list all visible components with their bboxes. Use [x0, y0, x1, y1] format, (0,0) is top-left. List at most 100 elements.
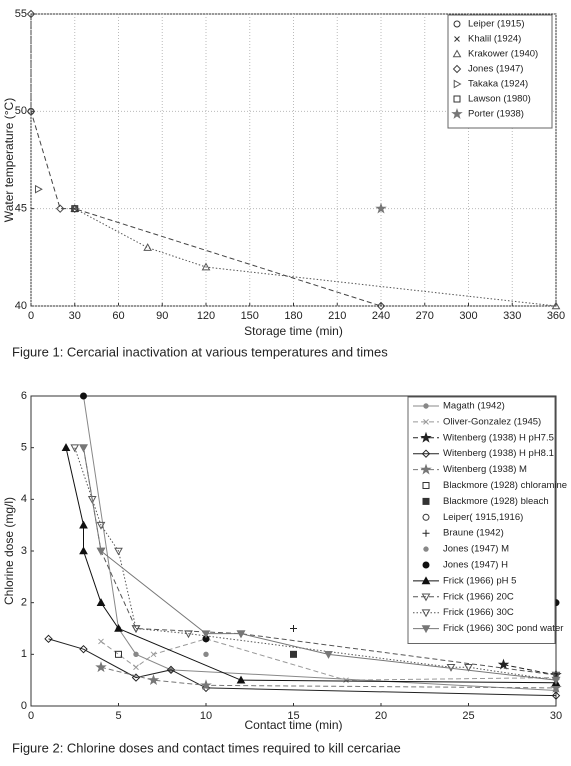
- x-tick-label: 10: [200, 710, 212, 722]
- y-tick-label: 1: [21, 648, 27, 660]
- y-tick-label: 6: [21, 390, 27, 402]
- x-axis-label: Storage time (min): [244, 324, 343, 338]
- y-tick-label: 5: [21, 442, 27, 454]
- marker: [34, 184, 43, 194]
- marker: [133, 651, 139, 658]
- marker: [236, 675, 246, 684]
- x-tick-label: 30: [69, 310, 81, 322]
- legend-marker: [453, 20, 461, 28]
- legend-label: Krakower (1940): [468, 49, 538, 60]
- y-tick-label: 45: [15, 203, 27, 215]
- legend-label: Jones (1947): [468, 64, 523, 75]
- x-tick-label: 60: [112, 310, 124, 322]
- legend-marker: [453, 79, 462, 89]
- caption: Figure 1: Cercarial inactivation at vari…: [12, 344, 388, 359]
- marker: [96, 547, 106, 556]
- series-line: [74, 208, 557, 307]
- y-tick-label: 40: [15, 300, 27, 312]
- legend-label: Witenberg (1938) H pH8.1: [443, 448, 554, 459]
- legend-label: Porter (1938): [468, 109, 524, 120]
- marker: [201, 630, 211, 639]
- marker: [95, 661, 107, 673]
- legend-label: Jones (1947) H: [443, 560, 508, 571]
- legend-marker: [422, 561, 430, 569]
- y-tick-label: 4: [21, 493, 27, 505]
- y-tick-label: 0: [21, 700, 27, 712]
- x-tick-label: 240: [372, 310, 390, 322]
- marker: [79, 546, 88, 555]
- marker: [551, 671, 561, 680]
- x-tick-label: 150: [241, 310, 259, 322]
- marker: [26, 107, 36, 116]
- marker: [79, 520, 88, 529]
- legend-marker: [421, 625, 431, 634]
- marker: [80, 392, 87, 400]
- legend-label: Takaka (1924): [468, 79, 528, 90]
- legend-label: Leiper (1915): [468, 19, 525, 30]
- x-tick-label: 270: [416, 310, 434, 322]
- legend-label: Oliver-Gonzalez (1945): [443, 416, 541, 427]
- legend-marker: [452, 64, 462, 74]
- marker: [115, 650, 122, 658]
- marker: [551, 691, 561, 700]
- series-line: [83, 447, 557, 681]
- legend-label: Witenberg (1938) M: [443, 464, 527, 475]
- marker: [551, 301, 561, 310]
- legend-marker: [423, 419, 429, 425]
- legend-marker: [423, 546, 429, 552]
- caption: Figure 2: Chlorine doses and contact tim…: [12, 740, 401, 755]
- series-line: [74, 447, 557, 681]
- marker: [324, 651, 333, 659]
- legend-marker: [422, 513, 430, 521]
- marker: [79, 444, 88, 453]
- series-line: [30, 14, 382, 307]
- marker: [290, 650, 297, 658]
- legend-label: Lawson (1980): [468, 94, 531, 105]
- chart: 0 30 60 90 120 150 180 210 240 270 300 330 360 40 45 50…: [2, 8, 565, 360]
- x-tick-label: 360: [547, 310, 565, 322]
- x-tick-label: 300: [459, 310, 477, 322]
- series-line: [503, 664, 557, 676]
- y-tick-label: 2: [21, 597, 27, 609]
- marker: [114, 623, 123, 632]
- legend-marker: [451, 107, 463, 119]
- legend-label: Blackmore (1928) chloramine: [443, 480, 567, 491]
- legend-marker: [453, 95, 461, 103]
- series-line: [100, 666, 557, 689]
- legend-label: Magath (1942): [443, 401, 505, 412]
- marker: [150, 651, 157, 658]
- marker: [166, 665, 176, 675]
- y-axis-label: Water temperature (°C): [2, 98, 16, 222]
- marker: [200, 679, 212, 691]
- x-tick-label: 25: [462, 710, 474, 722]
- legend-marker: [422, 497, 430, 505]
- legend-box: [447, 14, 553, 129]
- marker: [131, 673, 141, 682]
- x-tick-label: 330: [503, 310, 521, 322]
- marker: [61, 443, 71, 451]
- marker: [184, 630, 193, 639]
- marker: [98, 638, 104, 645]
- series-line: [83, 447, 557, 676]
- marker: [131, 625, 141, 634]
- marker: [96, 521, 106, 530]
- x-tick-label: 210: [328, 310, 346, 322]
- marker: [376, 301, 386, 311]
- legend-label: Jones (1947) M: [443, 544, 509, 555]
- chart: 0 5 10 15 20 25 30 0 1 2 3 4 5 6 Contact time (min) Chl…: [2, 390, 567, 756]
- marker: [147, 674, 160, 686]
- marker: [550, 681, 562, 693]
- legend-marker: [420, 431, 432, 443]
- legend-marker: [452, 49, 462, 58]
- marker: [201, 262, 211, 271]
- x-tick-label: 0: [28, 710, 34, 722]
- marker: [290, 625, 297, 632]
- marker: [114, 547, 123, 556]
- legend-marker: [423, 403, 429, 409]
- y-axis-label: Chlorine dose (mg/l): [2, 497, 16, 605]
- marker: [464, 663, 473, 672]
- marker: [26, 9, 36, 19]
- x-tick-label: 180: [284, 310, 302, 322]
- legend-label: Leiper( 1915,1916): [443, 512, 523, 523]
- y-tick-label: 50: [15, 105, 27, 117]
